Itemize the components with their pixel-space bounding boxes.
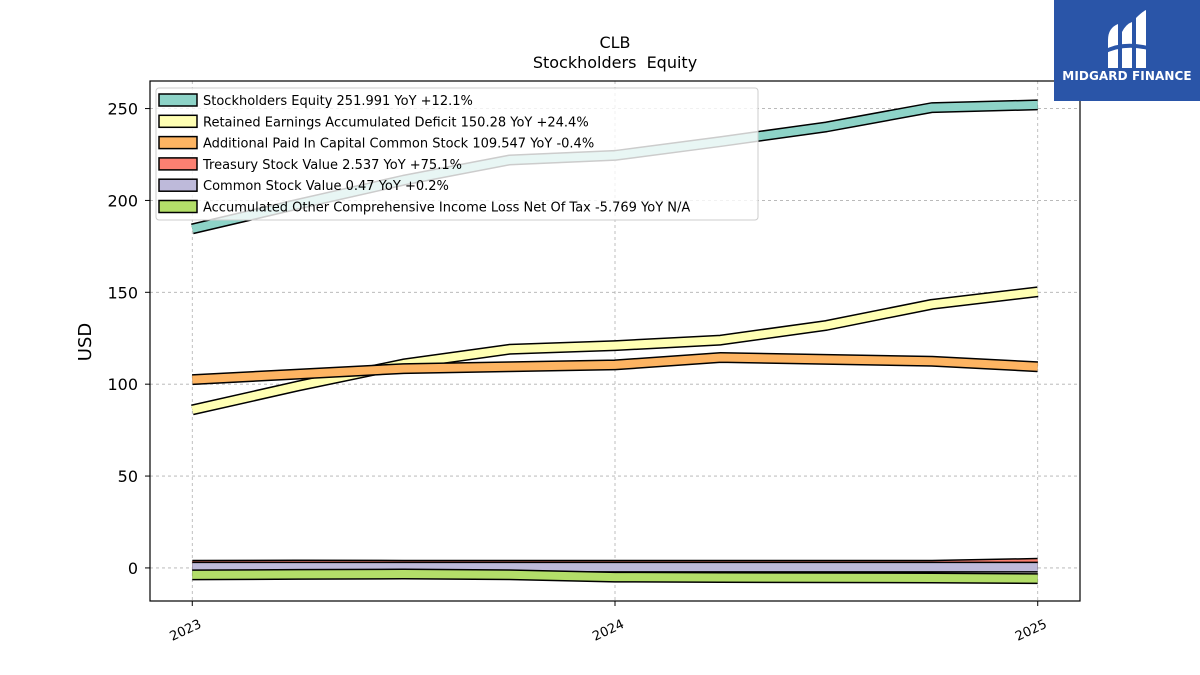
chart-title: CLB	[599, 33, 630, 52]
legend-label: Additional Paid In Capital Common Stock …	[203, 137, 594, 152]
legend-label: Retained Earnings Accumulated Deficit 15…	[203, 115, 589, 130]
series-line	[192, 570, 1038, 583]
series-line	[192, 353, 1038, 384]
legend-label: Accumulated Other Comprehensive Income L…	[203, 201, 690, 216]
legend-swatch	[158, 114, 198, 129]
chart-subtitle: Stockholders Equity	[533, 53, 697, 72]
brand-logo: MIDGARD FINANCE	[1054, 0, 1200, 101]
legend-swatch	[158, 178, 198, 192]
legend-label: Treasury Stock Value 2.537 YoY +75.1%	[202, 158, 462, 173]
series-layer	[191, 99, 1039, 585]
y-tick-label: 0	[128, 559, 138, 578]
legend-swatch	[158, 135, 198, 150]
legend-label: Stockholders Equity 251.991 YoY +12.1%	[203, 94, 473, 109]
legend-swatch	[158, 199, 198, 214]
series-line	[191, 287, 1039, 414]
legend-swatch	[158, 157, 198, 171]
legend-label: Common Stock Value 0.47 YoY +0.2%	[203, 179, 449, 194]
y-axis-label: USD	[75, 323, 96, 361]
y-tick-label: 50	[118, 467, 138, 486]
y-tick-label: 250	[107, 100, 138, 119]
legend-box	[155, 87, 759, 221]
legend: Stockholders Equity 251.991 YoY +12.1% Re…	[155, 87, 759, 221]
brand-name: MIDGARD FINANCE	[1062, 69, 1192, 83]
legend-swatch	[158, 93, 198, 107]
y-tick-label: 150	[107, 283, 138, 302]
x-tick-label: 2024	[590, 617, 626, 645]
x-tick-label: 2023	[168, 617, 204, 645]
y-tick-label: 200	[107, 191, 138, 210]
midgard-logo-icon	[1104, 10, 1148, 68]
y-tick-label: 100	[107, 375, 138, 394]
x-tick-label: 2025	[1013, 617, 1049, 645]
